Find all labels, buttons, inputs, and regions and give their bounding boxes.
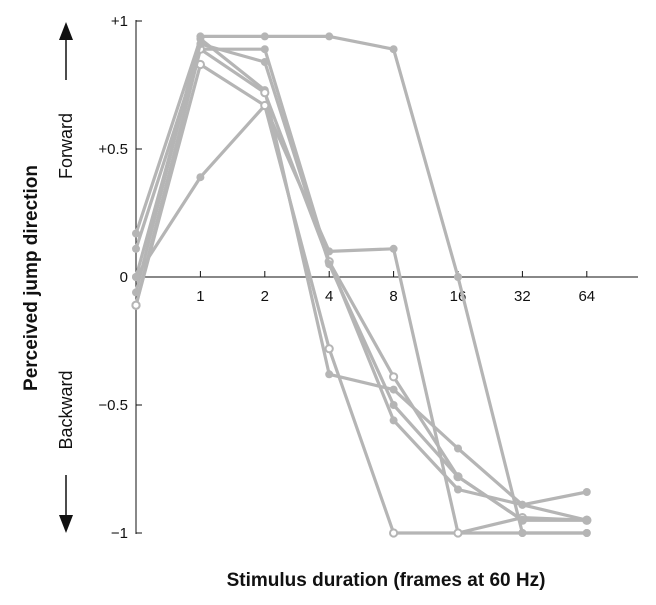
data-point	[582, 529, 591, 537]
series-7	[132, 40, 591, 525]
data-point	[389, 385, 398, 394]
x-axis-title: Stimulus duration (frames at 60 Hz)	[227, 570, 546, 591]
data-point	[132, 244, 140, 253]
data-point	[454, 472, 462, 481]
data-point	[518, 529, 527, 537]
data-point	[454, 444, 462, 453]
data-point	[518, 500, 527, 509]
backward-label: Backward	[56, 370, 76, 449]
data-point	[454, 273, 462, 281]
y-tick-label: −0.5	[98, 397, 128, 414]
series-line	[134, 34, 589, 535]
x-tick-label: 1	[196, 288, 204, 305]
data-point	[196, 173, 205, 182]
series-6	[131, 44, 592, 525]
data-point	[260, 32, 269, 41]
y-ticks: +1 +0.5 0 −0.5 −1	[98, 13, 142, 542]
series-line	[134, 47, 589, 522]
data-point	[196, 40, 205, 48]
backward-arrow-head	[59, 515, 73, 533]
data-point	[132, 229, 140, 238]
data-point	[325, 260, 334, 269]
data-point	[131, 300, 141, 310]
forward-label: Forward	[56, 113, 76, 179]
axes: +1+0.50−0.5−1 1 2 4 8 16 32 64	[98, 13, 638, 542]
data-point	[582, 516, 591, 525]
x-tick-label: 4	[325, 288, 333, 305]
x-tick-label: 2	[261, 288, 269, 305]
data-point	[132, 273, 140, 281]
data-point	[325, 370, 334, 379]
data-point	[389, 372, 399, 382]
series-line	[134, 37, 589, 522]
data-point	[260, 88, 270, 98]
y-tick-label: −1	[111, 525, 128, 542]
series-line	[134, 62, 589, 535]
y-tick-label: +0.5	[98, 141, 128, 158]
series-line	[134, 47, 589, 507]
data-point	[260, 58, 269, 66]
y-tick-label: 0	[120, 269, 128, 286]
data-point	[325, 32, 334, 41]
series-5	[131, 59, 592, 538]
data-point	[389, 416, 398, 425]
data-point	[518, 516, 527, 525]
y-tick-label: +1	[111, 13, 128, 30]
forward-arrow-head	[59, 22, 73, 40]
series-line	[134, 103, 589, 535]
x-tick-label: 8	[389, 288, 397, 305]
x-ticks: 1 2 4 8 16 32 64	[196, 271, 595, 305]
series-line	[134, 42, 589, 522]
x-tick-label: 32	[514, 288, 531, 305]
x-tick-label: 64	[578, 288, 595, 305]
data-point	[389, 244, 398, 253]
direction-arrows	[59, 22, 73, 533]
data-point	[196, 32, 205, 41]
data-point	[453, 528, 463, 538]
y-axis-title: Perceived jump direction	[21, 165, 42, 391]
data-point	[582, 488, 591, 496]
data-point	[324, 344, 334, 354]
data-point	[454, 485, 462, 494]
data-point	[389, 45, 398, 54]
series-layer	[131, 32, 592, 538]
data-point	[260, 45, 269, 54]
series-1	[132, 34, 591, 525]
series-4	[132, 32, 591, 537]
data-point	[389, 401, 398, 409]
data-point	[389, 528, 399, 538]
